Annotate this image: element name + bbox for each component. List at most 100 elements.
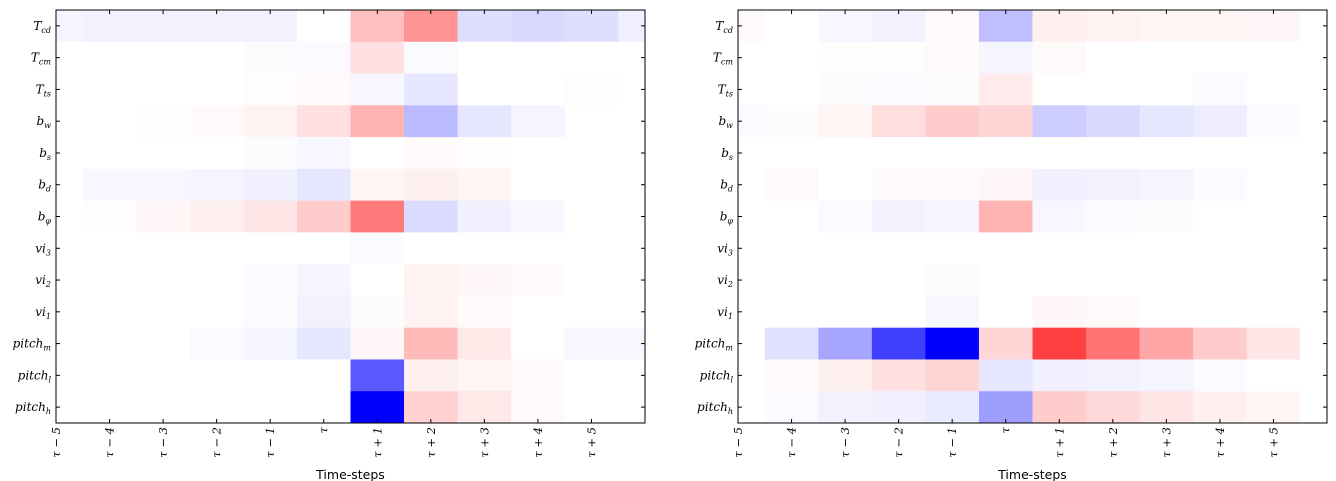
heatmap-cell (457, 168, 512, 202)
row-label-base: b (39, 146, 47, 160)
heatmap-cell (618, 105, 645, 138)
heatmap-cell (189, 41, 245, 75)
heatmap-cell (978, 137, 1034, 170)
heatmap-cell (738, 41, 766, 75)
row-label: bs (721, 146, 733, 162)
heatmap-cell (189, 359, 245, 392)
heatmap-cell (1300, 327, 1327, 361)
heatmap-cell (136, 391, 191, 423)
row-label-subscript: s (729, 153, 733, 162)
heatmap-cell (296, 200, 352, 233)
heatmap-cell (738, 137, 766, 170)
heatmap-cell (1032, 73, 1087, 106)
heatmap-cell (82, 391, 137, 423)
heatmap-cell (56, 10, 84, 43)
x-tick-label: τ − 2 (210, 427, 224, 458)
heatmap-cell (511, 359, 566, 392)
heatmap-cell (1193, 105, 1248, 138)
x-tick-label: τ − 1 (263, 427, 277, 458)
heatmap-cell (978, 327, 1034, 361)
heatmap-cell (818, 41, 873, 75)
heatmap-cell (818, 137, 873, 170)
row-label-base: pitch (695, 337, 726, 351)
row-label-subscript: 3 (46, 248, 51, 257)
heatmap-cell (564, 391, 619, 423)
row-label-base: vi (35, 305, 46, 319)
heatmap-cell (350, 137, 405, 170)
heatmap-cell (1139, 232, 1194, 265)
row-label-base: b (36, 114, 44, 128)
row-label: vi1 (35, 305, 51, 321)
heatmap-cell (1300, 391, 1327, 423)
heatmap-cell (189, 391, 245, 423)
heatmap-cell (404, 327, 459, 361)
row-label-subscript: 1 (728, 312, 733, 321)
heatmap-cell (56, 200, 84, 233)
row-label: pitchh (15, 400, 51, 416)
heatmap-cell (511, 137, 566, 170)
heatmap-cell (511, 41, 566, 75)
heatmap-cell (243, 73, 298, 106)
heatmap-cell (1032, 10, 1087, 43)
heatmap-cell (738, 391, 766, 423)
heatmap-cell (136, 327, 191, 361)
heatmap-cell (136, 137, 191, 170)
row-label: bφ (38, 210, 52, 226)
heatmap-cell (136, 232, 191, 265)
heatmap-cell (1193, 137, 1248, 170)
heatmap-cell (1139, 105, 1194, 138)
heatmap-cell (82, 200, 137, 233)
heatmap-cell (738, 105, 766, 138)
heatmap-cell (511, 73, 566, 106)
row-label: vi3 (35, 241, 51, 257)
heatmap-cell (136, 10, 191, 43)
heatmap-cell (82, 41, 137, 75)
row-label-subscript: w (726, 121, 733, 130)
heatmap-cell (1193, 264, 1248, 297)
heatmap-cell (296, 295, 352, 329)
heatmap-cell (978, 10, 1034, 43)
heatmap-cell (350, 105, 405, 138)
heatmap-cell (1139, 41, 1194, 75)
heatmap-cell (136, 41, 191, 75)
heatmap-cell (564, 137, 619, 170)
heatmap-cell (1246, 10, 1301, 43)
heatmap-cell (871, 105, 927, 138)
x-tick-label: τ + 3 (1159, 427, 1173, 458)
row-label: pitchl (700, 368, 734, 384)
row-label: bd (38, 178, 51, 194)
heatmap-cell (457, 391, 512, 423)
heatmap-cell (1139, 359, 1194, 392)
heatmap-cell (1246, 41, 1301, 75)
heatmap-cell (1139, 10, 1194, 43)
heatmap-cell (1300, 295, 1327, 329)
heatmap-cell (404, 137, 459, 170)
heatmap-cell (457, 327, 512, 361)
heatmap-cell (818, 327, 873, 361)
heatmap-cell (243, 41, 298, 75)
x-tick-label: τ + 2 (1106, 427, 1120, 458)
heatmap-cell (1086, 200, 1141, 233)
heatmap-cell (1139, 391, 1194, 423)
heatmap-cell (618, 10, 645, 43)
heatmap-cell (136, 73, 191, 106)
heatmap-cell (618, 327, 645, 361)
heatmap-cell (243, 105, 298, 138)
heatmap-cell (1086, 327, 1141, 361)
heatmap-cell (82, 10, 137, 43)
heatmap-cell (1086, 295, 1141, 329)
heatmap-cell (564, 232, 619, 265)
heatmap-cell (189, 168, 245, 202)
heatmap-cell (1032, 295, 1087, 329)
heatmap-cell (1193, 200, 1248, 233)
heatmap-cell (243, 10, 298, 43)
x-tick-label: τ + 4 (531, 427, 545, 458)
heatmap-cell (1032, 137, 1087, 170)
heatmap-cell (1300, 168, 1327, 202)
row-label: vi2 (717, 273, 733, 289)
heatmap-cell (1300, 359, 1327, 392)
heatmap-cell (511, 295, 566, 329)
heatmap-cell (925, 391, 980, 423)
row-label-subscript: 2 (727, 280, 733, 289)
heatmap-cell (618, 359, 645, 392)
